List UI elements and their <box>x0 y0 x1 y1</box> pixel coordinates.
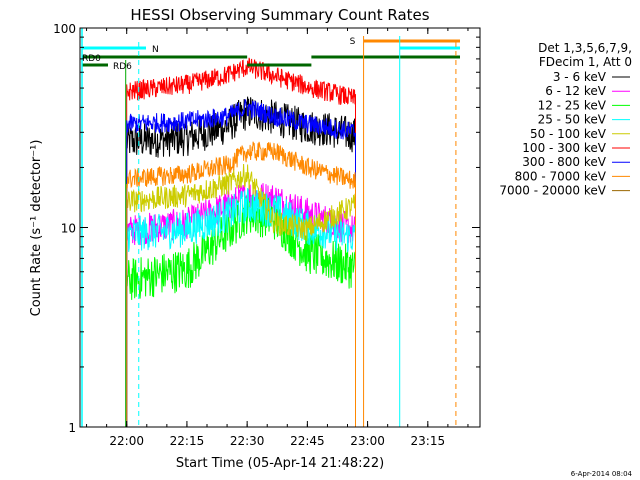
series-line-50-100-kev <box>126 163 356 427</box>
legend-label: 6 - 12 keV <box>545 84 607 98</box>
legend-label: 800 - 7000 keV <box>515 169 607 183</box>
legend-label: 7000 - 20000 keV <box>499 184 606 198</box>
series-line-100-300-kev <box>126 57 356 427</box>
legend-label: 100 - 300 keV <box>522 141 606 155</box>
legend-label: 12 - 25 keV <box>538 98 607 112</box>
rd0-flag-label: RD0 <box>82 54 101 64</box>
chart-title: HESSI Observing Summary Count Rates <box>130 6 429 24</box>
legend-label: 50 - 100 keV <box>530 127 607 141</box>
legend-label: 25 - 50 keV <box>538 113 607 127</box>
x-tick-label: 22:00 <box>109 434 144 448</box>
x-tick-label: 22:45 <box>290 434 325 448</box>
legend-header-line-1: Det 1,3,5,6,7,9, <box>538 41 632 55</box>
y-tick-label: 100 <box>53 22 76 36</box>
series-line-12-25-kev <box>126 192 356 427</box>
x-tick-label: 22:30 <box>230 434 265 448</box>
series-line-300-800-kev <box>126 99 356 427</box>
series-line-25-50-kev <box>126 187 356 427</box>
s-flag-label: S <box>350 37 356 47</box>
n-flag-label: N <box>152 45 159 55</box>
axis-ticks: 22:00 22:15 22:30 22:45 23:00 23:15 1 10 100 <box>53 22 480 448</box>
timestamp: 6-Apr-2014 08:04 <box>571 470 633 478</box>
x-tick-label: 22:15 <box>170 434 205 448</box>
y-tick-label: 1 <box>68 421 76 435</box>
rd6-flag-label: RD6 <box>113 62 132 72</box>
plot-marks: RD0 RD6 N S <box>81 28 460 427</box>
x-tick-label: 23:15 <box>411 434 446 448</box>
legend-label: 3 - 6 keV <box>553 70 607 84</box>
y-axis-label: Count Rate (s⁻¹ detector⁻¹) <box>29 140 44 317</box>
legend-header-line-2: FDecim 1, Att 0 <box>539 55 632 69</box>
series-line-3-6-kev <box>126 96 356 427</box>
legend-label: 300 - 800 keV <box>522 155 606 169</box>
x-axis-label: Start Time (05-Apr-14 21:48:22) <box>176 456 384 471</box>
x-tick-label: 23:00 <box>350 434 385 448</box>
y-tick-label: 10 <box>61 222 76 236</box>
series-line-800-7000-kev <box>126 141 356 427</box>
